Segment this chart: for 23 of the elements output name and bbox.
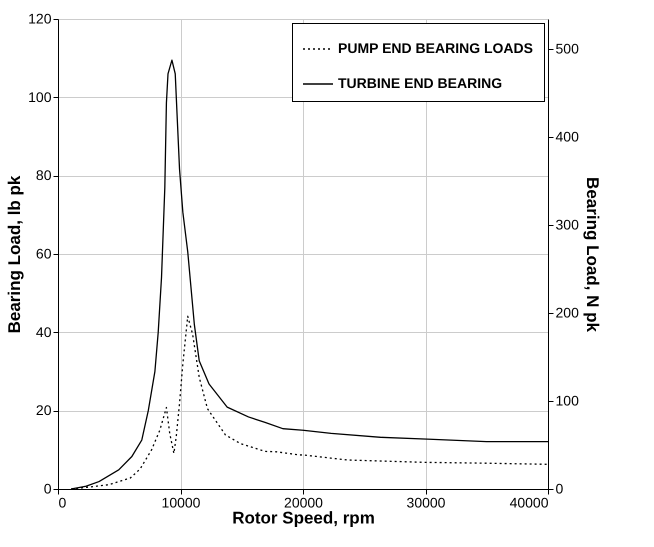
y-tick-label: 60 bbox=[36, 246, 52, 262]
x-tick-label: 10000 bbox=[162, 494, 201, 510]
y-tick-label: 20 bbox=[36, 402, 52, 418]
y-tick-label: 80 bbox=[36, 167, 52, 184]
x-tick-label: 0 bbox=[58, 494, 66, 510]
y2-tick-label: 100 bbox=[556, 392, 580, 408]
y-tick-label: 0 bbox=[44, 480, 52, 496]
legend-label: TURBINE END BEARING bbox=[338, 75, 502, 91]
y-tick-label: 40 bbox=[36, 324, 52, 340]
y2-tick-label: 400 bbox=[556, 128, 580, 144]
y2-tick-label: 200 bbox=[556, 304, 580, 320]
x-tick-label: 40000 bbox=[510, 494, 549, 510]
x-axis-title: Rotor Speed, rpm bbox=[232, 508, 375, 528]
y-tick-label: 100 bbox=[28, 88, 52, 105]
y-axis-title: Bearing Load, lb pk bbox=[5, 175, 24, 334]
y2-axis-title: Bearing Load, N pk bbox=[582, 177, 602, 332]
y2-tick-label: 300 bbox=[556, 216, 580, 232]
legend-label: PUMP END BEARING LOADS bbox=[338, 40, 533, 56]
x-tick-label: 30000 bbox=[406, 494, 446, 510]
y-tick-label: 120 bbox=[28, 10, 52, 26]
y2-tick-label: 0 bbox=[556, 480, 564, 496]
y2-tick-label: 500 bbox=[556, 40, 580, 56]
x-tick-label: 20000 bbox=[284, 494, 324, 510]
